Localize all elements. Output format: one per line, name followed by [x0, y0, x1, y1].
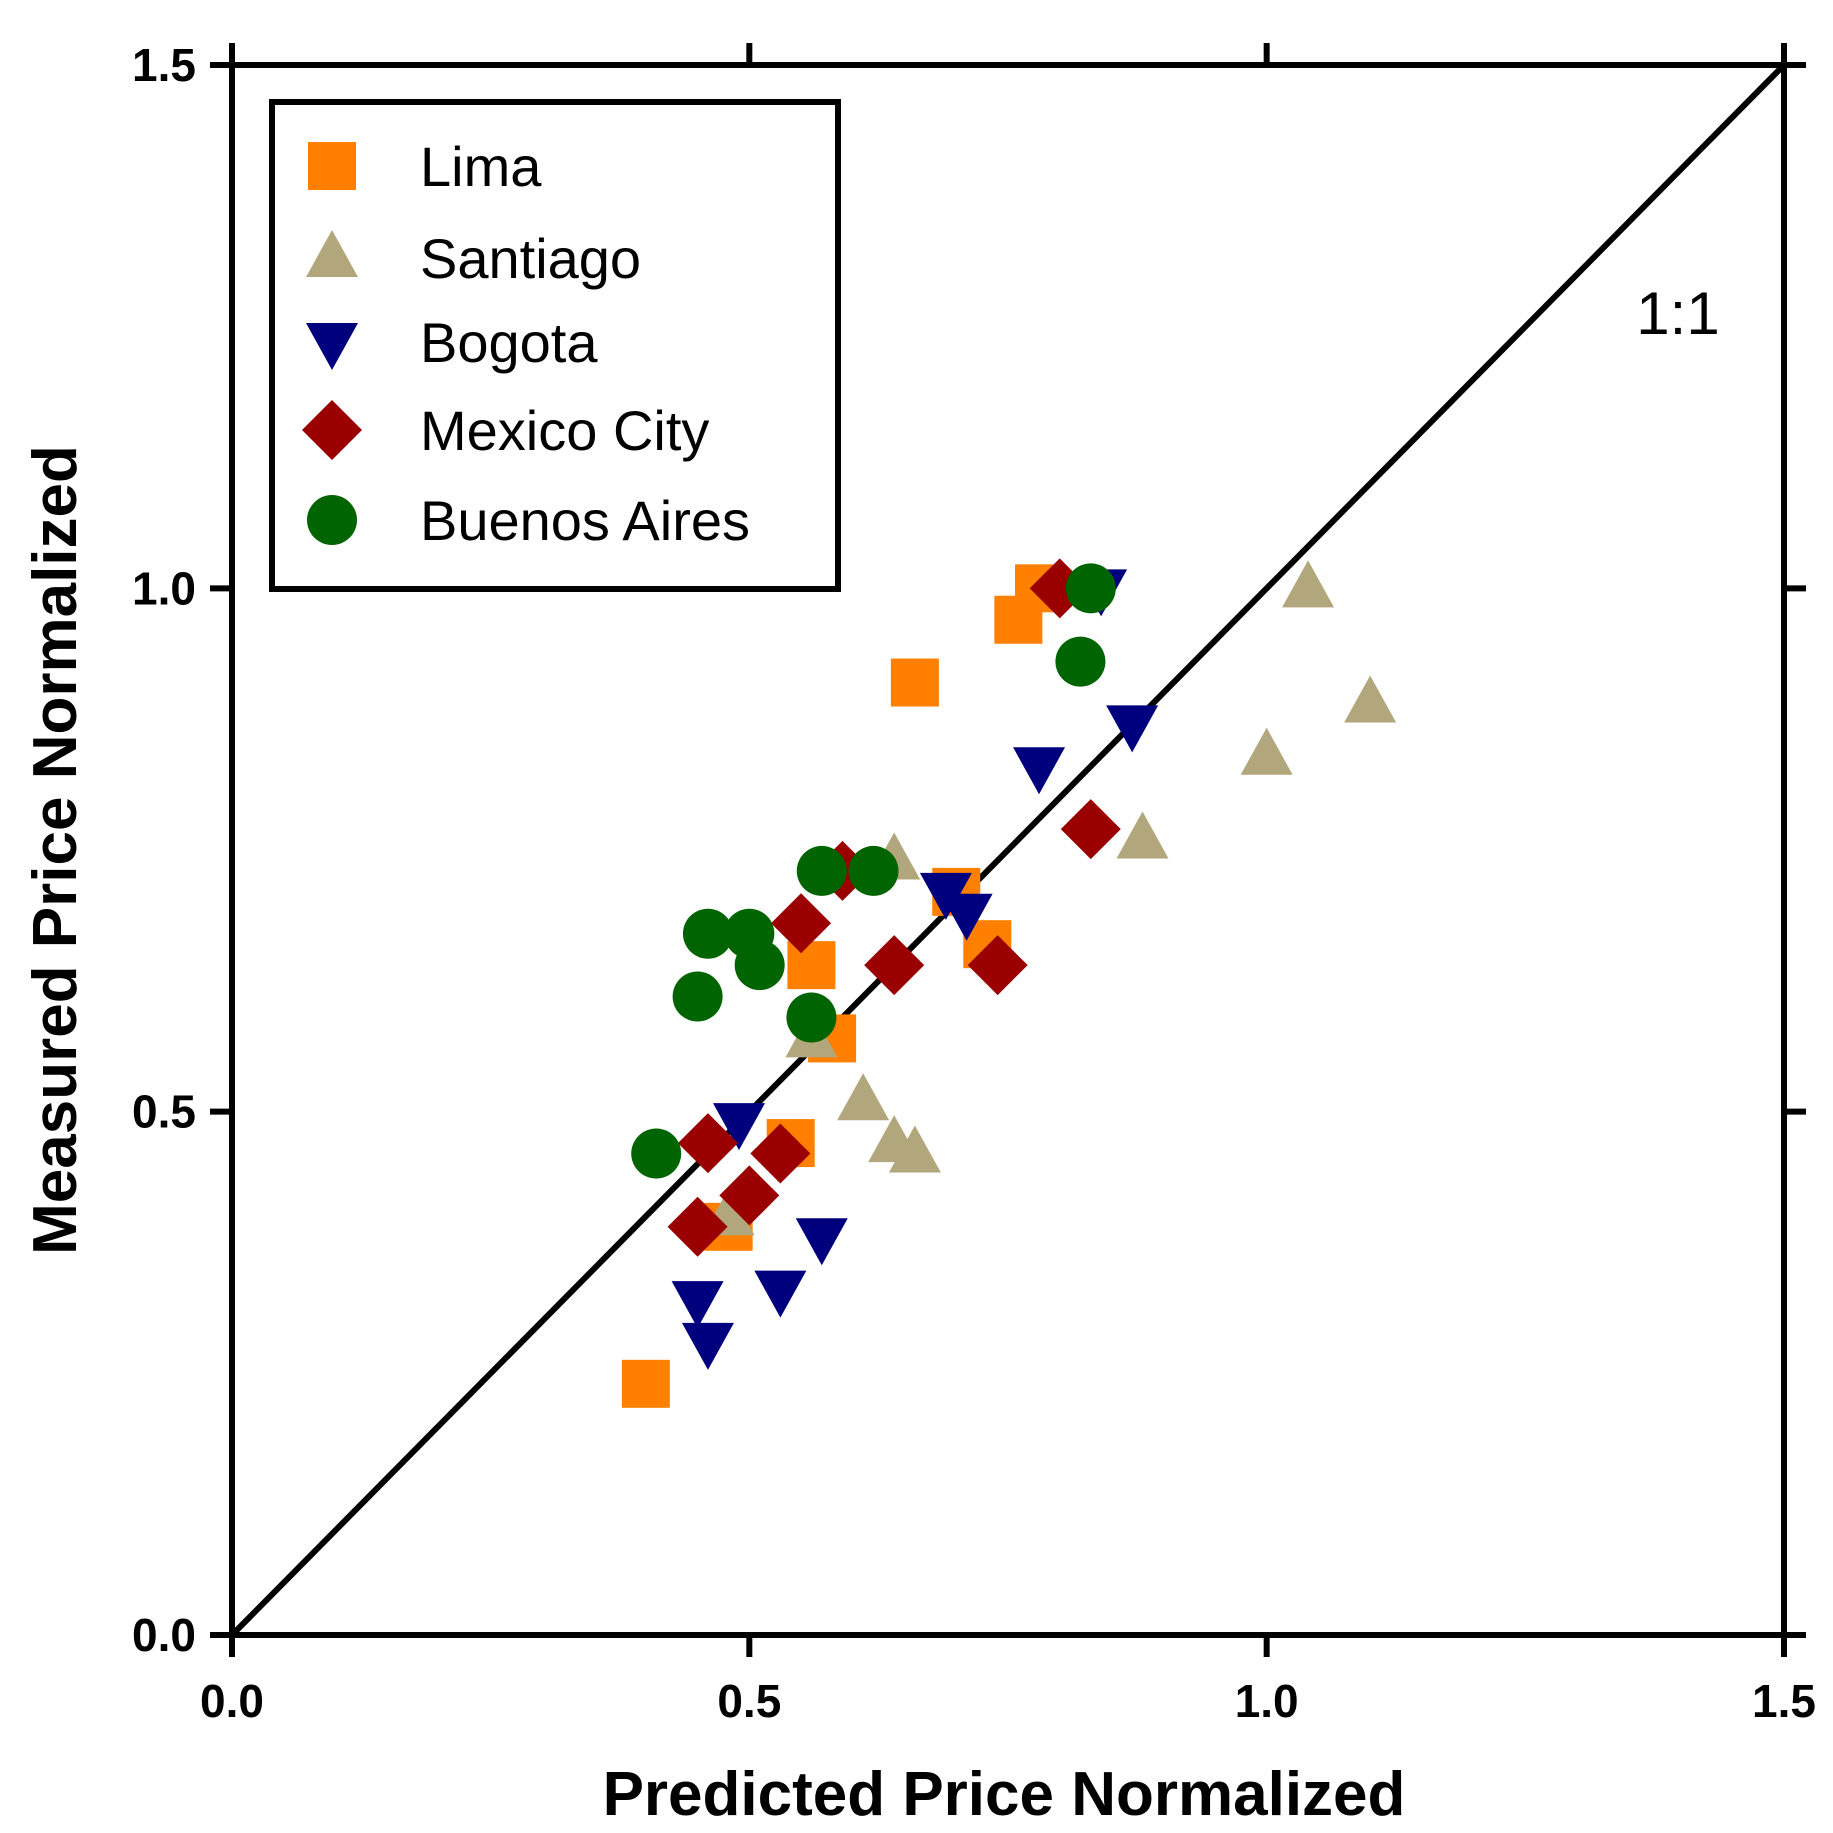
x-tick-label: 0.5: [717, 1675, 781, 1727]
data-point-santiago: [1116, 811, 1169, 859]
series-buenos-aires: [631, 563, 1116, 1179]
data-point-bogota: [712, 1103, 765, 1151]
data-point-mexico-city: [677, 1113, 738, 1174]
x-tick-label: 1.0: [1235, 1675, 1299, 1727]
reference-line-label: 1:1: [1636, 280, 1719, 347]
data-point-mexico-city: [771, 893, 832, 954]
reference-line-1-1: [229, 62, 1787, 1638]
data-point-buenos-aires: [786, 992, 837, 1043]
data-point-mexico-city: [864, 935, 925, 996]
legend-label: Bogota: [420, 311, 598, 374]
y-axis-title: Measured Price Normalized: [21, 445, 90, 1255]
data-point-mexico-city: [1060, 799, 1121, 860]
data-point-buenos-aires: [848, 845, 899, 896]
legend-marker-buenos-aires: [307, 495, 357, 545]
data-point-santiago: [1282, 560, 1335, 608]
legend-label: Buenos Aires: [420, 489, 750, 552]
data-point-bogota: [1013, 747, 1066, 795]
data-point-santiago: [888, 1125, 941, 1173]
data-point-mexico-city: [719, 1165, 780, 1226]
legend: Lima Santiago Bogota Mexico City Buenos Aire…: [269, 99, 841, 592]
data-point-mexico-city: [667, 1196, 728, 1257]
data-point-buenos-aires: [631, 1128, 682, 1179]
x-axis-title: Predicted Price Normalized: [603, 1760, 1406, 1829]
data-point-buenos-aires: [1055, 636, 1106, 687]
y-tick-label: 0.5: [132, 1086, 196, 1138]
data-point-lima: [890, 658, 939, 707]
ticks-layer: 0.0 0.5 1.0 1.5 0.0 0.5 1.0 1.5: [132, 39, 1816, 1727]
data-point-bogota: [754, 1270, 807, 1318]
data-point-santiago: [837, 1073, 890, 1121]
data-point-bogota: [940, 893, 993, 941]
data-point-lima: [621, 1359, 670, 1408]
legend-marker-santiago: [306, 230, 358, 277]
legend-marker-bogota: [306, 323, 358, 370]
y-tick-label: 0.0: [132, 1609, 196, 1661]
x-tick-label: 0.0: [200, 1675, 264, 1727]
legend-box: [269, 99, 841, 592]
data-point-buenos-aires: [734, 940, 785, 991]
data-point-mexico-city: [750, 1123, 811, 1184]
y-tick-label: 1.0: [132, 562, 196, 614]
data-point-santiago: [1344, 675, 1397, 723]
data-point-bogota: [795, 1218, 848, 1266]
y-tick-label: 1.5: [132, 39, 196, 91]
data-point-buenos-aires: [796, 845, 847, 896]
x-tick-label: 1.5: [1752, 1675, 1816, 1727]
legend-label: Mexico City: [420, 399, 709, 462]
data-point-bogota: [1106, 705, 1159, 753]
legend-label: Santiago: [420, 227, 641, 290]
data-point-lima: [787, 941, 836, 990]
data-point-buenos-aires: [672, 971, 723, 1022]
data-point-santiago: [1240, 727, 1293, 775]
data-point-buenos-aires: [682, 908, 733, 959]
legend-label: Lima: [420, 135, 542, 198]
data-point-mexico-city: [967, 935, 1028, 996]
plot-frame: [229, 62, 1787, 1638]
data-point-bogota: [681, 1322, 734, 1370]
data-point-buenos-aires: [1065, 563, 1116, 614]
legend-marker-lima: [308, 142, 356, 190]
data-points-layer: [621, 558, 1397, 1408]
reference-line-layer: [229, 62, 1787, 1638]
legend-marker-mexico-city: [302, 400, 362, 460]
data-point-bogota: [671, 1281, 724, 1329]
series-mexico-city: [667, 558, 1121, 1257]
